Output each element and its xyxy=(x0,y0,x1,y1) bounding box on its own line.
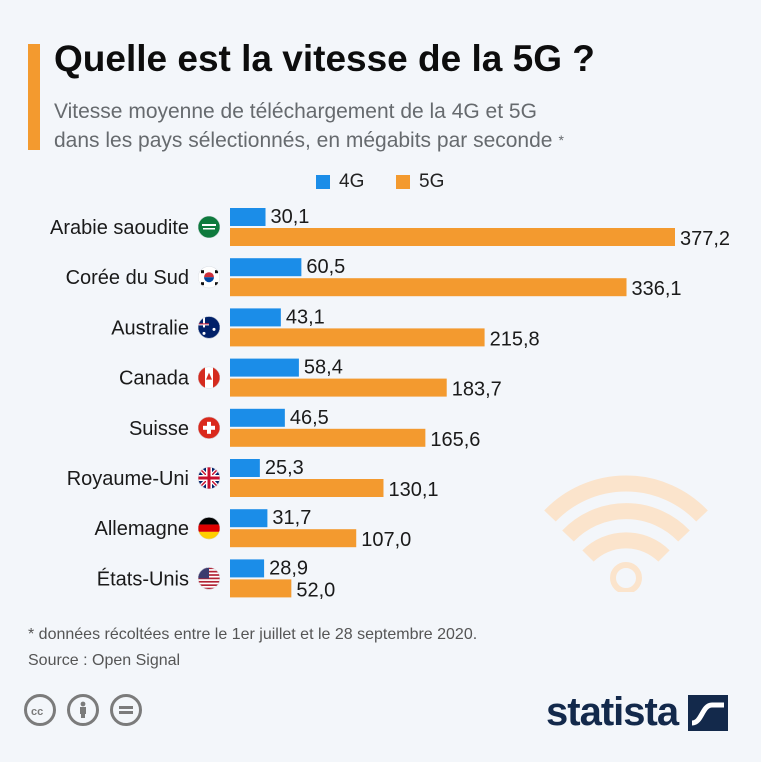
value-label-5g: 130,1 xyxy=(388,479,438,501)
category-label: Allemagne xyxy=(94,518,189,540)
flag-uk-icon xyxy=(198,467,220,489)
by-icon[interactable] xyxy=(67,694,99,726)
title-accent-bar xyxy=(28,44,40,150)
bar-5g xyxy=(230,228,675,246)
chart-row: Suisse 46,5 165,6 xyxy=(129,407,480,451)
chart-row: Allemagne 31,7 107,0 xyxy=(94,507,411,551)
value-label-5g: 52,0 xyxy=(296,579,335,601)
bar-4g xyxy=(230,358,299,377)
value-label-4g: 58,4 xyxy=(304,357,343,379)
subtitle-line-2: dans les pays sélectionnés, en mégabits … xyxy=(54,126,564,155)
subtitle-asterisk: * xyxy=(558,132,564,148)
bar-5g xyxy=(230,428,426,447)
source-line: Source : Open Signal xyxy=(28,652,181,669)
bar-4g xyxy=(230,509,268,528)
category-label: Australie xyxy=(111,317,189,339)
legend-item-4g: 4G xyxy=(316,170,364,194)
bar-5g xyxy=(230,529,357,548)
nd-icon[interactable] xyxy=(110,694,142,726)
bar-4g xyxy=(230,258,302,277)
statista-brand[interactable]: statista xyxy=(546,690,729,735)
bar-4g xyxy=(230,308,281,327)
legend-swatch-5g xyxy=(396,175,410,189)
legend-label-5g: 5G xyxy=(419,171,445,192)
subtitle-line-2-text: dans les pays sélectionnés, en mégabits … xyxy=(54,129,553,152)
footnote: * données récoltées entre le 1er juillet… xyxy=(28,626,478,643)
value-label-4g: 28,9 xyxy=(269,557,308,579)
value-label-4g: 25,3 xyxy=(265,457,304,479)
chart-row: Corée du Sud 60,5 336,1 xyxy=(66,256,682,300)
bar-4g xyxy=(230,408,285,427)
statista-logo-icon xyxy=(688,694,729,731)
value-label-5g: 107,0 xyxy=(361,529,411,551)
wifi-signal-icon xyxy=(544,475,708,592)
flag-saudi-arabia-icon xyxy=(198,216,220,238)
license-icons: cc xyxy=(24,694,142,726)
value-label-5g: 215,8 xyxy=(490,328,540,350)
svg-text:cc: cc xyxy=(31,706,43,716)
value-label-4g: 60,5 xyxy=(306,256,345,278)
bar-5g xyxy=(230,479,384,497)
chart-row: Australie 43,1 215,8 xyxy=(111,306,539,350)
legend-label-4g: 4G xyxy=(339,171,365,192)
subtitle-line-1: Vitesse moyenne de téléchargement de la … xyxy=(54,100,537,123)
value-label-4g: 43,1 xyxy=(286,306,325,328)
bar-4g xyxy=(230,559,265,578)
category-label: États-Unis xyxy=(97,567,189,590)
bar-chart: Arabie saoudite 30,1 377,2 Corée du Sud 60,5… xyxy=(50,206,730,601)
value-label-4g: 30,1 xyxy=(271,206,310,228)
flag-canada-icon xyxy=(198,366,220,389)
category-label: Corée du Sud xyxy=(66,267,189,289)
flag-germany-icon xyxy=(198,517,220,540)
category-label: Arabie saoudite xyxy=(50,217,189,239)
value-label-5g: 183,7 xyxy=(452,379,502,401)
bar-5g xyxy=(230,579,292,598)
chart-row: Royaume-Uni 25,3 130,1 xyxy=(67,457,439,501)
legend: 4G 5G xyxy=(0,170,761,194)
flag-australia-icon xyxy=(198,316,220,339)
chart-row: États-Unis 28,952,0 xyxy=(97,557,336,601)
legend-item-5g: 5G xyxy=(396,170,444,194)
value-label-4g: 31,7 xyxy=(272,507,311,529)
cc-icon[interactable]: cc xyxy=(24,694,56,726)
bar-4g xyxy=(230,208,266,226)
flag-usa-icon xyxy=(198,567,220,590)
legend-swatch-4g xyxy=(316,175,330,189)
chart-title: Quelle est la vitesse de la 5G ? xyxy=(54,38,595,79)
value-label-5g: 165,6 xyxy=(430,429,480,451)
bar-5g xyxy=(230,328,485,347)
value-label-5g: 336,1 xyxy=(632,278,682,300)
chart-subtitle: Vitesse moyenne de téléchargement de la … xyxy=(54,97,564,155)
chart-row: Arabie saoudite 30,1 377,2 xyxy=(50,206,730,250)
flag-south-korea-icon xyxy=(198,266,220,289)
brand-name: statista xyxy=(546,690,679,734)
chart-row: Canada 58,4 183,7 xyxy=(119,357,502,401)
flag-switzerland-icon xyxy=(198,416,220,439)
category-label: Suisse xyxy=(129,418,189,440)
value-label-4g: 46,5 xyxy=(290,407,329,429)
category-label: Royaume-Uni xyxy=(67,468,189,490)
category-label: Canada xyxy=(119,368,190,390)
bar-4g xyxy=(230,459,260,477)
value-label-5g: 377,2 xyxy=(680,228,730,250)
bar-5g xyxy=(230,378,447,397)
bar-5g xyxy=(230,278,627,297)
